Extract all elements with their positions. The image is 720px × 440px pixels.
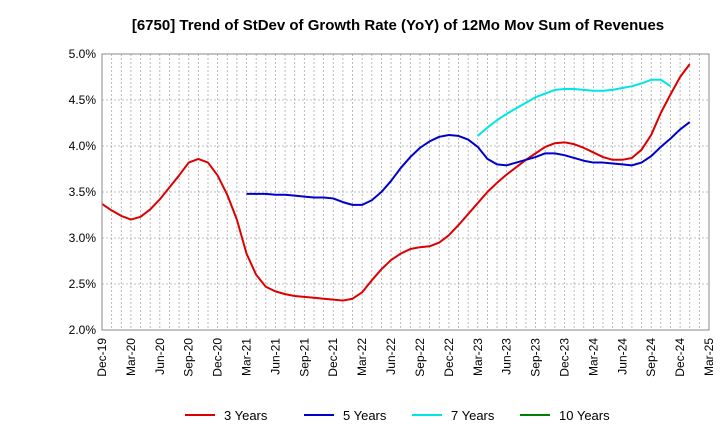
x-axis-ticks: Dec-19 Mar-20 Jun-20 Sep-20 Dec-20 Mar-21 Jun-… [95, 338, 716, 377]
series-line-3-years [101, 63, 691, 302]
x-tick-label: Mar-24 [586, 338, 600, 376]
x-tick-label: Jun-24 [615, 338, 629, 375]
chart-title: [6750] Trend of StDev of Growth Rate (Yo… [132, 17, 664, 34]
x-tick-label: Dec-24 [673, 338, 687, 377]
y-tick-label: 4.0% [69, 139, 97, 153]
y-tick-label: 2.0% [69, 323, 97, 337]
x-tick-label: Jun-21 [268, 338, 282, 375]
y-tick-label: 3.0% [69, 231, 97, 245]
y-tick-label: 5.0% [69, 47, 97, 61]
plot-frame [101, 53, 710, 331]
legend-label: 7 Years [451, 408, 495, 423]
x-tick-label: Sep-23 [529, 338, 543, 377]
series-line-7-years [477, 78, 672, 137]
series-line-5-years [246, 121, 691, 206]
x-tick-label: Sep-24 [644, 338, 658, 377]
y-tick-label: 4.5% [69, 93, 97, 107]
x-tick-label: Dec-23 [557, 338, 571, 377]
x-tick-label: Jun-23 [500, 338, 514, 375]
x-tick-label: Jun-20 [153, 338, 167, 375]
y-tick-label: 2.5% [69, 277, 97, 291]
x-tick-label: Sep-21 [297, 338, 311, 377]
x-tick-label: Dec-19 [95, 338, 109, 377]
x-tick-label: Mar-21 [240, 338, 254, 376]
legend: 3 Years 5 Years 7 Years 10 Years [185, 408, 610, 423]
x-tick-label: Mar-20 [124, 338, 138, 376]
x-tick-label: Dec-22 [442, 338, 456, 377]
legend-label: 3 Years [224, 408, 268, 423]
y-axis-ticks: 2.0% 2.5% 3.0% 3.5% 4.0% 4.5% 5.0% [69, 47, 97, 337]
grid-lines [102, 53, 709, 331]
y-tick-label: 3.5% [69, 185, 97, 199]
x-tick-label: Mar-22 [355, 338, 369, 376]
x-tick-label: Mar-23 [471, 338, 485, 376]
x-tick-label: Sep-22 [413, 338, 427, 377]
x-tick-label: Sep-20 [182, 338, 196, 377]
legend-label: 5 Years [343, 408, 387, 423]
series-lines [101, 63, 691, 302]
legend-label: 10 Years [559, 408, 610, 423]
x-tick-label: Jun-22 [384, 338, 398, 375]
plot-area [102, 54, 709, 330]
x-tick-label: Mar-25 [702, 338, 716, 376]
x-tick-label: Dec-20 [211, 338, 225, 377]
x-tick-label: Dec-21 [326, 338, 340, 377]
